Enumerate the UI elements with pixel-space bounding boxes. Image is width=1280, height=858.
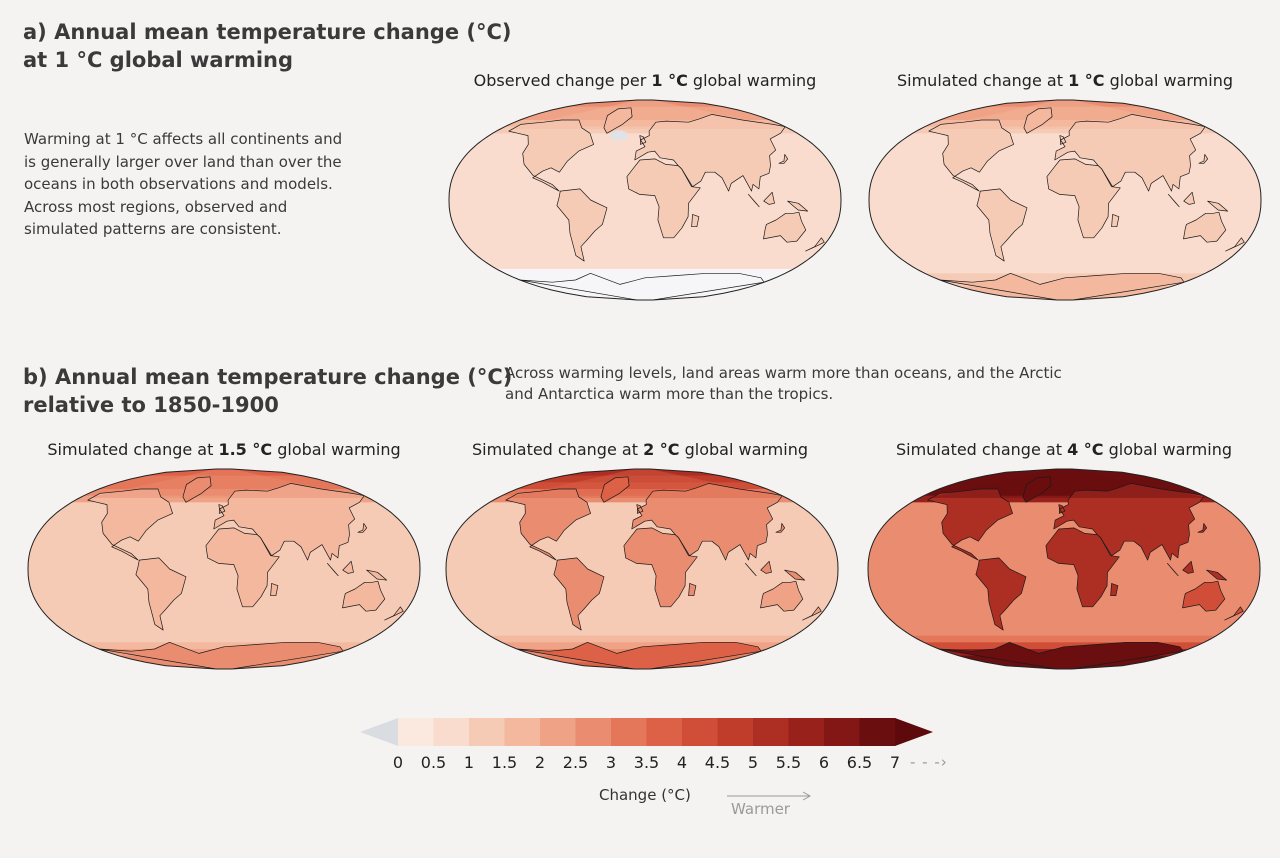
colorbar-segment [611,718,647,746]
note-line: Across warming levels, land areas warm m… [505,364,1062,382]
panel-a-description: Warming at 1 °C affects all continents a… [24,128,342,241]
colorbar-title: Change (°C) [599,786,691,804]
note-line: and Antarctica warm more than the tropic… [505,385,834,403]
colorbar-tick-label: 5 [747,753,759,772]
colorbar-tick-label: 0.5 [420,753,447,772]
panel-a-title-line2: at 1 °C global warming [23,48,294,72]
warmer-label: Warmer [731,800,790,818]
colorbar-tick-label: 7 [889,753,901,772]
panel-b-title-line2: relative to 1850-1900 [23,393,279,417]
colorbar-segment [753,718,789,746]
colorbar-above-triangle [895,718,933,746]
panel-b-note: Across warming levels, land areas warm m… [505,363,1062,405]
colorbar-segment [398,718,434,746]
panel-b-title-line1: b) Annual mean temperature change (°C) [23,365,513,389]
colorbar-tick-label: 0 [392,753,404,772]
world-map-simulated-4 [867,468,1261,670]
description-line: is generally larger over land than over … [24,152,342,171]
description-line: Warming at 1 °C affects all continents a… [24,130,343,148]
colorbar-tick-label: 3.5 [633,753,660,772]
description-line: Across most regions, observed and [24,197,288,216]
colorbar-more-arrow: - - -› [910,753,948,771]
colorbar-tick-label: 5.5 [775,753,802,772]
colorbar-tick-label: 6.5 [846,753,873,772]
colorbar-segment [717,718,754,746]
colorbar-segment [788,718,825,746]
world-map-simulated-1 [868,99,1262,301]
panel-b-title: b) Annual mean temperature change (°C) r… [23,363,512,419]
map-title-simulated-1: Simulated change at 1 °C global warming [896,71,1233,90]
colorbar [360,718,933,746]
warmer-arrow [727,791,812,801]
description-line: simulated patterns are consistent. [24,220,282,238]
world-map-observed-1 [448,99,842,301]
colorbar-segment [504,718,541,746]
colorbar-segment [646,718,683,746]
description-line: oceans in both observations and models. [24,175,333,193]
colorbar-segment [859,718,896,746]
map-title-simulated-2: Simulated change at 2 °C global warming [471,440,808,459]
colorbar-tick-label: 4 [676,753,688,772]
colorbar-segment [682,718,718,746]
colorbar-segment [469,718,505,746]
colorbar-segment [575,718,612,746]
world-map-simulated-2 [445,468,839,670]
map-title-simulated-4: Simulated change at 4 °C global warming [895,440,1232,459]
colorbar-segment [540,718,576,746]
colorbar-segment [824,718,860,746]
colorbar-tick-label: 2 [534,753,546,772]
colorbar-tick-label: 1 [463,753,475,772]
panel-a-title-line1: a) Annual mean temperature change (°C) [23,20,512,44]
colorbar-below-triangle [360,718,398,746]
colorbar-tick-label: 2.5 [562,753,589,772]
map-title-simulated-1-5: Simulated change at 1.5 °C global warmin… [47,440,401,459]
colorbar-tick-label: 1.5 [491,753,518,772]
colorbar-tick-label: 4.5 [704,753,731,772]
colorbar-segment [433,718,470,746]
map-title-observed-1: Observed change per 1 °C global warming [473,71,817,90]
colorbar-tick-label: 6 [818,753,830,772]
colorbar-tick-label: 3 [605,753,617,772]
panel-a-title: a) Annual mean temperature change (°C) a… [23,18,512,74]
world-map-simulated-1-5 [27,468,421,670]
